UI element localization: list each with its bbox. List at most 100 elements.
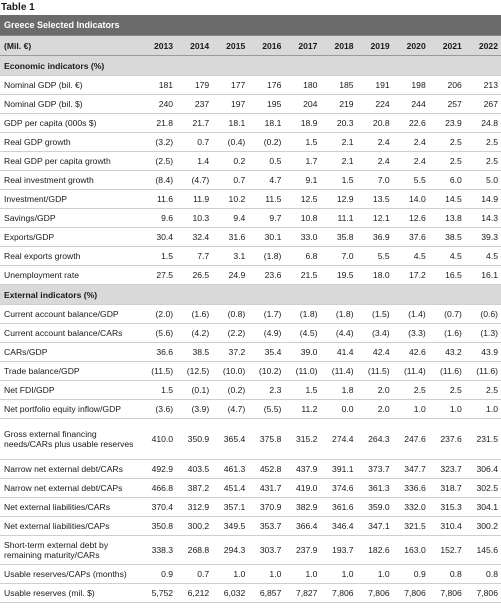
year-header: 2014	[176, 35, 213, 56]
value-cell: 306.4	[464, 459, 501, 479]
value-cell: 1.5	[140, 246, 177, 266]
value-cell: 2.1	[320, 132, 357, 152]
value-cell: 451.4	[212, 478, 249, 498]
value-cell: 7,827	[284, 583, 321, 603]
table-row: Investment/GDP 11.6 11.9 10.2 11.5 12.5 12.9 13…	[0, 189, 501, 209]
value-cell: 30.1	[248, 227, 285, 247]
section-header-row: Economic indicators (%)	[0, 55, 501, 76]
table-row: Usable reserves (mil. $) 5,752 6,212 6,032 6…	[0, 583, 501, 603]
value-cell: 18.0	[356, 265, 393, 285]
value-cell: 2.0	[356, 380, 393, 400]
row-label: Current account balance/GDP	[0, 304, 140, 324]
value-cell: 176	[248, 75, 285, 95]
value-cell: (12.5)	[176, 361, 213, 381]
value-cell: 2.5	[428, 151, 465, 171]
value-cell: 4.5	[464, 246, 501, 266]
value-cell: 3.1	[212, 246, 249, 266]
value-cell: (11.5)	[356, 361, 393, 381]
value-cell: 24.8	[464, 113, 501, 133]
value-cell: 7.0	[320, 246, 357, 266]
year-header: 2020	[392, 35, 429, 56]
year-header: 2016	[248, 35, 285, 56]
row-label: Real GDP growth	[0, 132, 140, 152]
value-cell: 2.5	[464, 380, 501, 400]
row-label: Usable reserves/CAPs (months)	[0, 564, 140, 584]
table-row: Net external liabilities/CARs 370.4 312.9 3…	[0, 497, 501, 517]
year-header: 2019	[356, 35, 393, 56]
value-cell: (4.7)	[176, 170, 213, 190]
value-cell: 365.4	[212, 418, 249, 460]
value-cell: 274.4	[320, 418, 357, 460]
value-cell: 419.0	[284, 478, 321, 498]
value-cell: 12.1	[356, 208, 393, 228]
table-row: Usable reserves/CAPs (months) 0.9 0.7 1.0 1.…	[0, 564, 501, 584]
value-cell: (0.2)	[212, 380, 249, 400]
value-cell: 7,806	[392, 583, 429, 603]
value-cell: 20.3	[320, 113, 357, 133]
value-cell: 391.1	[320, 459, 357, 479]
value-cell: 1.5	[284, 132, 321, 152]
table-row: Unemployment rate 27.5 26.5 24.9 23.6 21.5 19.…	[0, 265, 501, 285]
table-row: Net portfolio equity inflow/GDP (3.6) (3.9…	[0, 399, 501, 419]
section-header-row: External indicators (%)	[0, 284, 501, 305]
row-label: Trade balance/GDP	[0, 361, 140, 381]
value-cell: 21.5	[284, 265, 321, 285]
value-cell: 33.0	[284, 227, 321, 247]
value-cell: 14.9	[464, 189, 501, 209]
value-cell: 382.9	[284, 497, 321, 517]
value-cell: 10.8	[284, 208, 321, 228]
value-cell: 36.9	[356, 227, 393, 247]
row-label: Narrow net external debt/CARs	[0, 459, 140, 479]
value-cell: 5.5	[356, 246, 393, 266]
value-cell: 2.5	[392, 380, 429, 400]
value-cell: (1.4)	[392, 304, 429, 324]
unit-label: (Mil. €)	[0, 35, 140, 56]
value-cell: (11.5)	[140, 361, 177, 381]
value-cell: 13.5	[356, 189, 393, 209]
value-cell: 1.5	[140, 380, 177, 400]
value-cell: (3.4)	[356, 323, 393, 343]
value-cell: 461.3	[212, 459, 249, 479]
value-cell: 42.6	[392, 342, 429, 362]
value-cell: 300.2	[176, 516, 213, 536]
value-cell: 16.1	[464, 265, 501, 285]
value-cell: 0.8	[464, 564, 501, 584]
value-cell: 366.4	[284, 516, 321, 536]
value-cell: 14.5	[428, 189, 465, 209]
row-label: Savings/GDP	[0, 208, 140, 228]
value-cell: (0.8)	[212, 304, 249, 324]
value-cell: (0.7)	[428, 304, 465, 324]
value-cell: 2.4	[392, 151, 429, 171]
value-cell: 373.7	[356, 459, 393, 479]
row-label: Exports/GDP	[0, 227, 140, 247]
value-cell: 357.1	[212, 497, 249, 517]
value-cell: 264.3	[356, 418, 393, 460]
value-cell: 11.5	[248, 189, 285, 209]
value-cell: 6,857	[248, 583, 285, 603]
table-row: CARs/GDP 36.6 38.5 37.2 35.4 39.0 41.4 42.4 42.6…	[0, 342, 501, 362]
year-header: 2013	[140, 35, 177, 56]
table-row: Current account balance/CARs (5.6) (4.2) (2…	[0, 323, 501, 343]
row-label: Real GDP per capita growth	[0, 151, 140, 171]
table-title: Greece Selected Indicators	[0, 15, 501, 36]
value-cell: 179	[176, 75, 213, 95]
row-label: Unemployment rate	[0, 265, 140, 285]
value-cell: 1.4	[176, 151, 213, 171]
value-cell: 12.9	[320, 189, 357, 209]
value-cell: 43.9	[464, 342, 501, 362]
value-cell: 347.1	[356, 516, 393, 536]
value-cell: 10.2	[212, 189, 249, 209]
value-cell: 1.0	[320, 564, 357, 584]
table-row: Net FDI/GDP 1.5 (0.1) (0.2) 2.3 1.5 1.8 2.0 2.5 2…	[0, 380, 501, 400]
value-cell: (11.6)	[464, 361, 501, 381]
value-cell: 31.6	[212, 227, 249, 247]
value-cell: 321.5	[392, 516, 429, 536]
value-cell: 349.5	[212, 516, 249, 536]
value-cell: 2.4	[356, 132, 393, 152]
row-label: Real investment growth	[0, 170, 140, 190]
value-cell: 7,806	[320, 583, 357, 603]
row-label: Short-term external debt by remaining ma…	[0, 535, 140, 565]
value-cell: 27.5	[140, 265, 177, 285]
value-cell: 9.7	[248, 208, 285, 228]
section-title: Economic indicators (%)	[0, 55, 501, 76]
